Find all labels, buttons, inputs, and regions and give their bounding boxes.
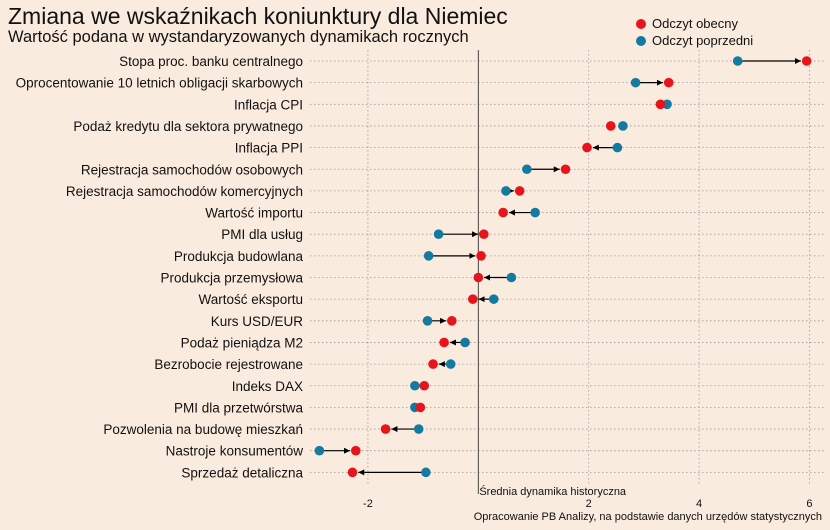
current-point xyxy=(476,251,486,261)
x-tick-label: 2 xyxy=(586,498,592,510)
current-point xyxy=(605,121,616,131)
chart-title: Zmiana we wskaźnikach koniunktury dla Ni… xyxy=(8,3,508,29)
previous-point xyxy=(618,121,628,131)
legend-current-marker xyxy=(636,18,646,29)
current-point xyxy=(473,272,484,283)
category-label: Inflacja CPI xyxy=(234,97,303,112)
previous-point xyxy=(732,56,743,66)
legend-current-label: Odczyt obecny xyxy=(652,16,738,31)
category-label: Rejestracja samochodów osobowych xyxy=(81,162,303,177)
current-point xyxy=(560,164,571,175)
previous-point xyxy=(421,467,431,478)
category-label: Kurs USD/EUR xyxy=(211,314,304,329)
previous-point xyxy=(488,294,499,304)
current-point xyxy=(428,359,438,369)
previous-point xyxy=(413,424,424,434)
previous-point xyxy=(460,337,470,348)
legend-item-current: Odczyt obecny xyxy=(636,15,753,32)
x-tick-label: 4 xyxy=(696,498,702,510)
category-label: Rejestracja samochodów komercyjnych xyxy=(66,184,303,199)
category-label: Inflacja PPI xyxy=(235,141,303,156)
previous-point xyxy=(445,359,456,369)
previous-point xyxy=(522,164,532,175)
category-label: Nastroje konsumentów xyxy=(166,444,304,459)
category-label: Bezrobocie rejestrowane xyxy=(154,357,303,372)
category-label: Wartość eksportu xyxy=(198,292,303,307)
previous-point xyxy=(662,99,672,110)
current-point xyxy=(663,77,674,88)
category-label: Produkcja budowlana xyxy=(174,249,304,264)
current-point xyxy=(380,424,391,434)
category-label: Oprocentowanie 10 letnich obligacji skar… xyxy=(16,76,303,91)
current-point xyxy=(514,186,525,196)
category-label: Indeks DAX xyxy=(232,379,303,394)
previous-point xyxy=(630,77,641,88)
previous-point xyxy=(433,229,444,239)
previous-point xyxy=(410,380,420,391)
current-point xyxy=(468,294,478,304)
current-point xyxy=(447,316,457,326)
category-label: PMI dla usług xyxy=(221,227,303,242)
current-point xyxy=(655,99,666,110)
category-label: Podaż kredytu dla sektora prywatnego xyxy=(73,119,303,134)
x-tick-label: -2 xyxy=(363,498,373,510)
previous-point xyxy=(314,445,325,456)
current-point xyxy=(498,207,508,218)
legend: Odczyt obecny Odczyt poprzedni xyxy=(636,15,753,49)
category-label: PMI dla przetwórstwa xyxy=(174,400,304,415)
reference-line-label: Średnia dynamika historyczna xyxy=(479,485,627,498)
previous-point xyxy=(530,207,540,218)
category-label: Sprzedaż detaliczna xyxy=(181,465,303,480)
legend-item-previous: Odczyt poprzedni xyxy=(636,32,753,49)
category-label: Pozwolenia na budowę mieszkań xyxy=(103,422,303,437)
current-point xyxy=(347,467,358,478)
previous-point xyxy=(501,186,511,196)
source-note: Opracowanie PB Analizy, na podstawie dan… xyxy=(473,511,822,523)
previous-point xyxy=(422,316,433,326)
legend-previous-label: Odczyt poprzedni xyxy=(652,33,754,48)
current-point xyxy=(419,380,430,391)
previous-point xyxy=(506,272,517,283)
current-point xyxy=(582,142,592,153)
chart-subtitle: Wartość podana w wystandaryzowanych dyna… xyxy=(8,28,469,46)
previous-point xyxy=(423,251,434,261)
x-tick-label: 6 xyxy=(806,498,812,510)
legend-previous-marker xyxy=(636,35,646,46)
category-label: Wartość importu xyxy=(205,206,303,221)
current-point xyxy=(351,445,361,456)
category-label: Produkcja przemysłowa xyxy=(160,271,303,286)
current-point xyxy=(801,56,812,66)
current-point xyxy=(439,337,449,348)
previous-point xyxy=(612,142,623,153)
category-label: Podaż pieniądza M2 xyxy=(181,335,303,350)
current-point xyxy=(415,402,426,413)
current-point xyxy=(479,229,489,239)
category-label: Stopa proc. banku centralnego xyxy=(119,54,303,69)
